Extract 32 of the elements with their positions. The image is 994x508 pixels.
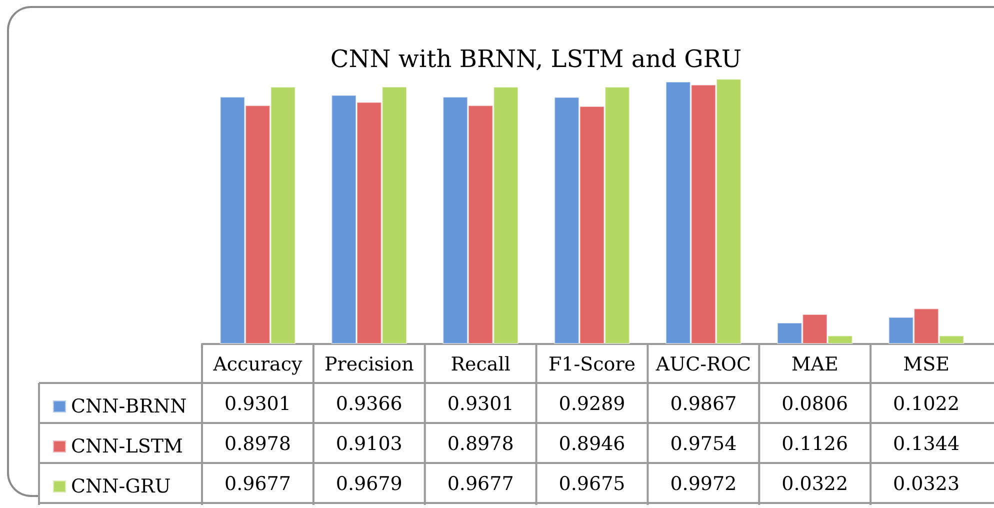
legend-label: CNN-LSTM <box>71 436 183 458</box>
x-tick-label: F1-Score <box>548 354 636 376</box>
x-tick-label: Accuracy <box>212 354 302 376</box>
data-label: 0.8946 <box>558 433 626 455</box>
data-label: 0.0806 <box>782 393 848 415</box>
data-label: 0.9366 <box>336 393 402 415</box>
legend-label: CNN-GRU <box>71 476 171 498</box>
data-label: 0.8978 <box>224 433 291 455</box>
data-label: 0.9677 <box>224 473 291 495</box>
data-label: 0.9867 <box>670 393 737 415</box>
data-label: 0.1022 <box>893 393 960 415</box>
data-label: 0.1344 <box>893 433 960 455</box>
data-label: 0.9289 <box>558 393 626 415</box>
data-label: 0.9754 <box>670 433 737 455</box>
data-label: 0.9679 <box>336 473 402 495</box>
x-tick-label: AUC-ROC <box>654 354 751 376</box>
data-label: 0.9301 <box>447 393 514 415</box>
data-label: 0.0322 <box>782 473 848 495</box>
x-tick-label: Precision <box>324 354 414 376</box>
legend-label: CNN-BRNN <box>71 396 187 418</box>
data-label: 0.9972 <box>670 473 737 495</box>
data-label: 0.9677 <box>447 473 514 495</box>
data-label: 0.0323 <box>893 473 960 495</box>
data-label: 0.9103 <box>336 433 402 455</box>
data-label: 0.8978 <box>447 433 514 455</box>
data-label: 0.9675 <box>558 473 626 495</box>
x-tick-label: MAE <box>791 354 838 376</box>
data-label: 0.9301 <box>224 393 291 415</box>
data-label: 0.1126 <box>782 433 848 455</box>
chart-title: CNN with BRNN, LSTM and GRU <box>330 45 742 73</box>
x-tick-label: MSE <box>903 354 950 376</box>
x-tick-label: Recall <box>450 354 510 376</box>
